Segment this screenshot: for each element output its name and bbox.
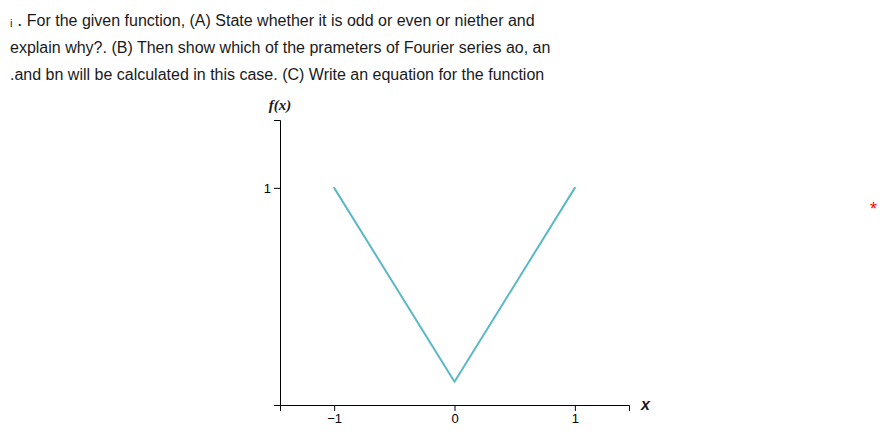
y-tick-mark bbox=[274, 188, 280, 189]
x-tick-mark bbox=[575, 405, 576, 411]
y-axis-label: f(x) bbox=[269, 97, 292, 114]
line bbox=[334, 188, 575, 382]
x-tick-mark bbox=[455, 405, 456, 411]
x-tick: −1 bbox=[327, 405, 342, 426]
x-axis: −1 0 1 bbox=[281, 405, 630, 426]
chart: ᵢ ․ For the given function, (A) State wh… bbox=[0, 0, 889, 445]
x-tick: 0 bbox=[451, 405, 458, 426]
title-line: .and bn will be calculated in this case.… bbox=[10, 66, 544, 83]
title: ᵢ ․ For the given function, (A) State wh… bbox=[10, 12, 550, 83]
y-tick-label: 1 bbox=[264, 181, 271, 196]
y-axis-line bbox=[274, 121, 281, 406]
x-axis-line bbox=[281, 406, 630, 412]
annotation: * bbox=[870, 199, 877, 219]
title-line: explain why?. (B) Then show which of the… bbox=[10, 39, 550, 56]
y-tick: 1 bbox=[264, 181, 280, 196]
x-tick: 1 bbox=[572, 405, 579, 426]
y-axis: 1 bbox=[264, 121, 281, 406]
title-line: ᵢ ․ For the given function, (A) State wh… bbox=[10, 12, 535, 29]
x-tick-mark bbox=[334, 405, 335, 411]
plot: −1 0 1 1 x f(x) bbox=[264, 97, 651, 426]
marks bbox=[334, 188, 575, 382]
x-tick-label: 0 bbox=[451, 411, 458, 426]
x-tick-label: −1 bbox=[327, 411, 342, 426]
x-axis-label: x bbox=[640, 396, 651, 413]
x-tick-label: 1 bbox=[572, 411, 579, 426]
